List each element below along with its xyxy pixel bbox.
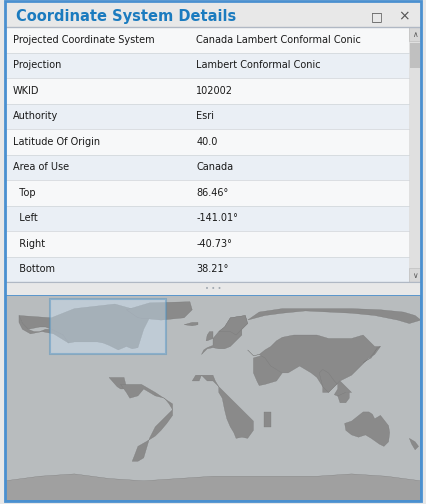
Text: Canada Lambert Conformal Conic: Canada Lambert Conformal Conic	[196, 35, 361, 45]
Text: Coordinate System Details: Coordinate System Details	[15, 9, 236, 24]
Bar	[5, 231, 409, 257]
Polygon shape	[363, 347, 380, 362]
Text: Bottom: Bottom	[13, 265, 55, 275]
Text: Projection: Projection	[13, 60, 61, 71]
Bar	[409, 268, 421, 282]
Bar	[5, 129, 409, 155]
Text: 102002: 102002	[196, 86, 233, 96]
Polygon shape	[201, 316, 248, 354]
Polygon shape	[338, 393, 349, 403]
Polygon shape	[19, 304, 150, 350]
Polygon shape	[248, 308, 421, 324]
Bar	[5, 78, 409, 104]
Text: 40.0: 40.0	[196, 137, 218, 147]
Text: ×: ×	[398, 10, 410, 24]
Text: WKID: WKID	[13, 86, 39, 96]
Text: □: □	[371, 10, 383, 23]
Text: Projected Coordinate System: Projected Coordinate System	[13, 35, 154, 45]
Text: 38.21°: 38.21°	[196, 265, 229, 275]
Text: -40.73°: -40.73°	[196, 239, 232, 249]
Polygon shape	[192, 375, 253, 438]
Text: ∨: ∨	[412, 271, 418, 280]
Text: • • •: • • •	[205, 286, 221, 291]
Text: Latitude Of Origin: Latitude Of Origin	[13, 137, 100, 147]
Bar	[5, 257, 409, 282]
Polygon shape	[121, 385, 173, 461]
Bar	[5, 155, 409, 180]
Bar	[409, 27, 421, 41]
Polygon shape	[206, 332, 213, 341]
Text: Right: Right	[13, 239, 45, 249]
Polygon shape	[319, 369, 351, 397]
Polygon shape	[253, 354, 282, 386]
Text: -141.01°: -141.01°	[196, 214, 238, 223]
Bar	[5, 27, 409, 53]
Text: Lambert Conformal Conic: Lambert Conformal Conic	[196, 60, 321, 71]
Polygon shape	[409, 438, 419, 450]
Bar	[410, 42, 420, 68]
Bar	[50, 299, 166, 354]
Text: Left: Left	[13, 214, 37, 223]
Bar	[5, 180, 409, 206]
Text: Top: Top	[13, 188, 35, 198]
Bar	[5, 206, 409, 231]
Bar	[5, 53, 409, 78]
Polygon shape	[5, 474, 421, 501]
Polygon shape	[264, 412, 271, 427]
Text: Esri: Esri	[196, 111, 214, 121]
Bar	[5, 104, 409, 129]
Polygon shape	[19, 316, 69, 343]
Text: 86.46°: 86.46°	[196, 188, 229, 198]
Text: Canada: Canada	[196, 162, 233, 172]
Text: Area of Use: Area of Use	[13, 162, 69, 172]
Polygon shape	[109, 377, 127, 389]
Text: Authority: Authority	[13, 111, 58, 121]
Polygon shape	[248, 335, 380, 393]
Polygon shape	[184, 323, 198, 326]
Text: ∧: ∧	[412, 30, 418, 39]
Polygon shape	[219, 316, 248, 335]
Bar	[409, 27, 421, 282]
Polygon shape	[127, 302, 192, 320]
Polygon shape	[345, 412, 390, 447]
